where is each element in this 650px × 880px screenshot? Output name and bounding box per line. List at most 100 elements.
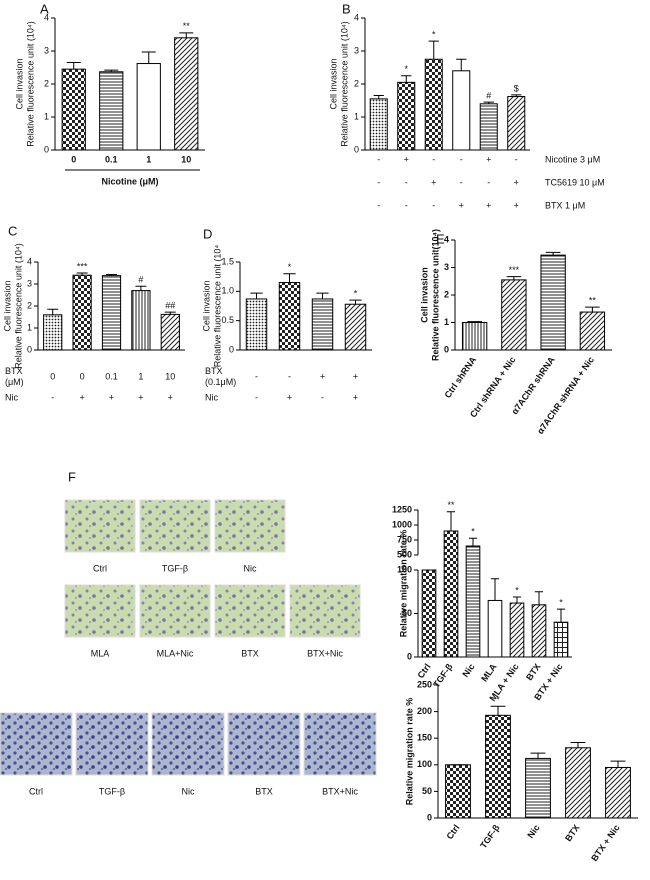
micrograph: [139, 584, 211, 638]
condition-value: +: [320, 371, 325, 381]
x-tick-label: BTX: [524, 662, 543, 682]
significance-label: ***: [509, 265, 520, 275]
y-axis-label: Cell invasion: [419, 267, 429, 323]
condition-value: -: [432, 200, 435, 210]
condition-value: +: [109, 392, 114, 402]
y-axis-label: Cell invasion: [14, 58, 24, 109]
error-bar: [506, 276, 522, 280]
micrograph-label: Nic: [182, 786, 195, 796]
bar: [421, 569, 437, 658]
condition-value: -: [255, 392, 258, 402]
bar: [43, 314, 63, 351]
micrograph-label: BTX: [255, 786, 273, 796]
y-tick-label: 3: [444, 262, 449, 272]
error-bar: [106, 274, 117, 276]
y-tick-label: 1000: [392, 519, 412, 529]
y-axis-label: Relative migration rate %: [398, 530, 408, 638]
condition-label: Nicotine 3 μM: [545, 154, 600, 164]
significance-label: **: [589, 295, 597, 305]
significance-label: *: [559, 598, 563, 608]
condition-value: -: [432, 154, 435, 164]
condition-value: -: [255, 371, 258, 381]
micrograph-label: Ctrl: [29, 786, 43, 796]
y-axis-label: Cell invasion: [201, 280, 211, 331]
x-tick-label: MLA: [479, 661, 499, 683]
error-bar: [468, 537, 478, 546]
y-tick-label: 2: [27, 300, 32, 310]
error-bar: [490, 705, 506, 716]
bar: [72, 274, 92, 351]
condition-value: +: [138, 392, 143, 402]
significance-label: *: [432, 29, 436, 39]
significance-label: $: [514, 83, 519, 93]
micrograph-label: Ctrl: [93, 563, 107, 573]
significance-label: #: [486, 91, 491, 101]
y-axis-label: Cell invasion: [328, 58, 338, 109]
condition-value: +: [431, 177, 436, 187]
bar: [507, 96, 526, 151]
bar: [101, 275, 122, 351]
significance-label: **: [183, 21, 191, 31]
panel-label: D: [203, 226, 212, 241]
micrograph-label: TGF-β: [162, 563, 188, 573]
y-axis-label: Relative fluorescence unit(10⁴): [430, 229, 440, 361]
y-tick-label: 3: [44, 45, 49, 55]
condition-value: +: [287, 392, 292, 402]
micrograph-label: TGF-β: [99, 786, 125, 796]
bar: [525, 757, 551, 819]
bar: [245, 298, 268, 351]
condition-value: +: [459, 200, 464, 210]
condition-value: +: [514, 177, 519, 187]
y-axis-label: Relative fluorescence unit (10⁴): [339, 21, 349, 146]
condition-value: -: [321, 392, 324, 402]
y-tick-label: 100: [397, 564, 412, 574]
significance-label: *: [471, 527, 475, 537]
y-tick-label: 4: [44, 12, 49, 22]
micrograph: [64, 499, 136, 553]
significance-label: *: [404, 64, 408, 74]
x-tick-label: TGF-β: [478, 822, 502, 850]
error-bar: [530, 752, 546, 759]
y-tick-label: 2: [444, 289, 449, 299]
bar: [160, 313, 180, 351]
condition-label: Nic: [5, 392, 18, 402]
error-bar: [483, 101, 494, 104]
condition-value: +: [353, 371, 358, 381]
error-bar: [179, 32, 194, 38]
error-bar: [446, 511, 456, 531]
bar: [565, 747, 591, 819]
micrograph: [151, 712, 225, 776]
error-bar: [250, 292, 263, 299]
condition-value: -: [377, 154, 380, 164]
error-bar: [283, 273, 296, 283]
bar: [344, 303, 367, 351]
condition-value: +: [404, 154, 409, 164]
significance-label: #: [138, 275, 143, 285]
y-tick-label: 1: [444, 317, 449, 327]
y-tick-label: 1: [44, 111, 49, 121]
bar: [501, 279, 527, 351]
x-tick-label: Ctrl: [445, 823, 462, 841]
bar: [540, 254, 566, 351]
y-tick-label: 0: [427, 812, 432, 822]
micrograph: [227, 712, 301, 776]
y-tick-label: 3: [354, 45, 359, 55]
bar: [136, 63, 161, 151]
bar: [461, 322, 488, 351]
significance-label: *: [515, 585, 519, 595]
condition-value: -: [51, 392, 54, 402]
x-tick-label: Ctrl: [416, 662, 433, 680]
error-bar: [76, 272, 88, 276]
x-tick-label: BTX + Nic: [589, 823, 621, 863]
bar: [579, 311, 606, 351]
y-tick-label: 1.0: [221, 286, 234, 296]
y-tick-label: 4: [27, 256, 32, 266]
error-bar: [511, 94, 522, 97]
error-bar: [467, 321, 482, 323]
error-bar: [512, 596, 522, 604]
panel-label: A: [40, 1, 49, 16]
error-bar: [141, 51, 156, 64]
significance-label: *: [496, 695, 500, 705]
x-tick-label: 0.1: [105, 154, 118, 164]
condition-value: -: [377, 200, 380, 210]
